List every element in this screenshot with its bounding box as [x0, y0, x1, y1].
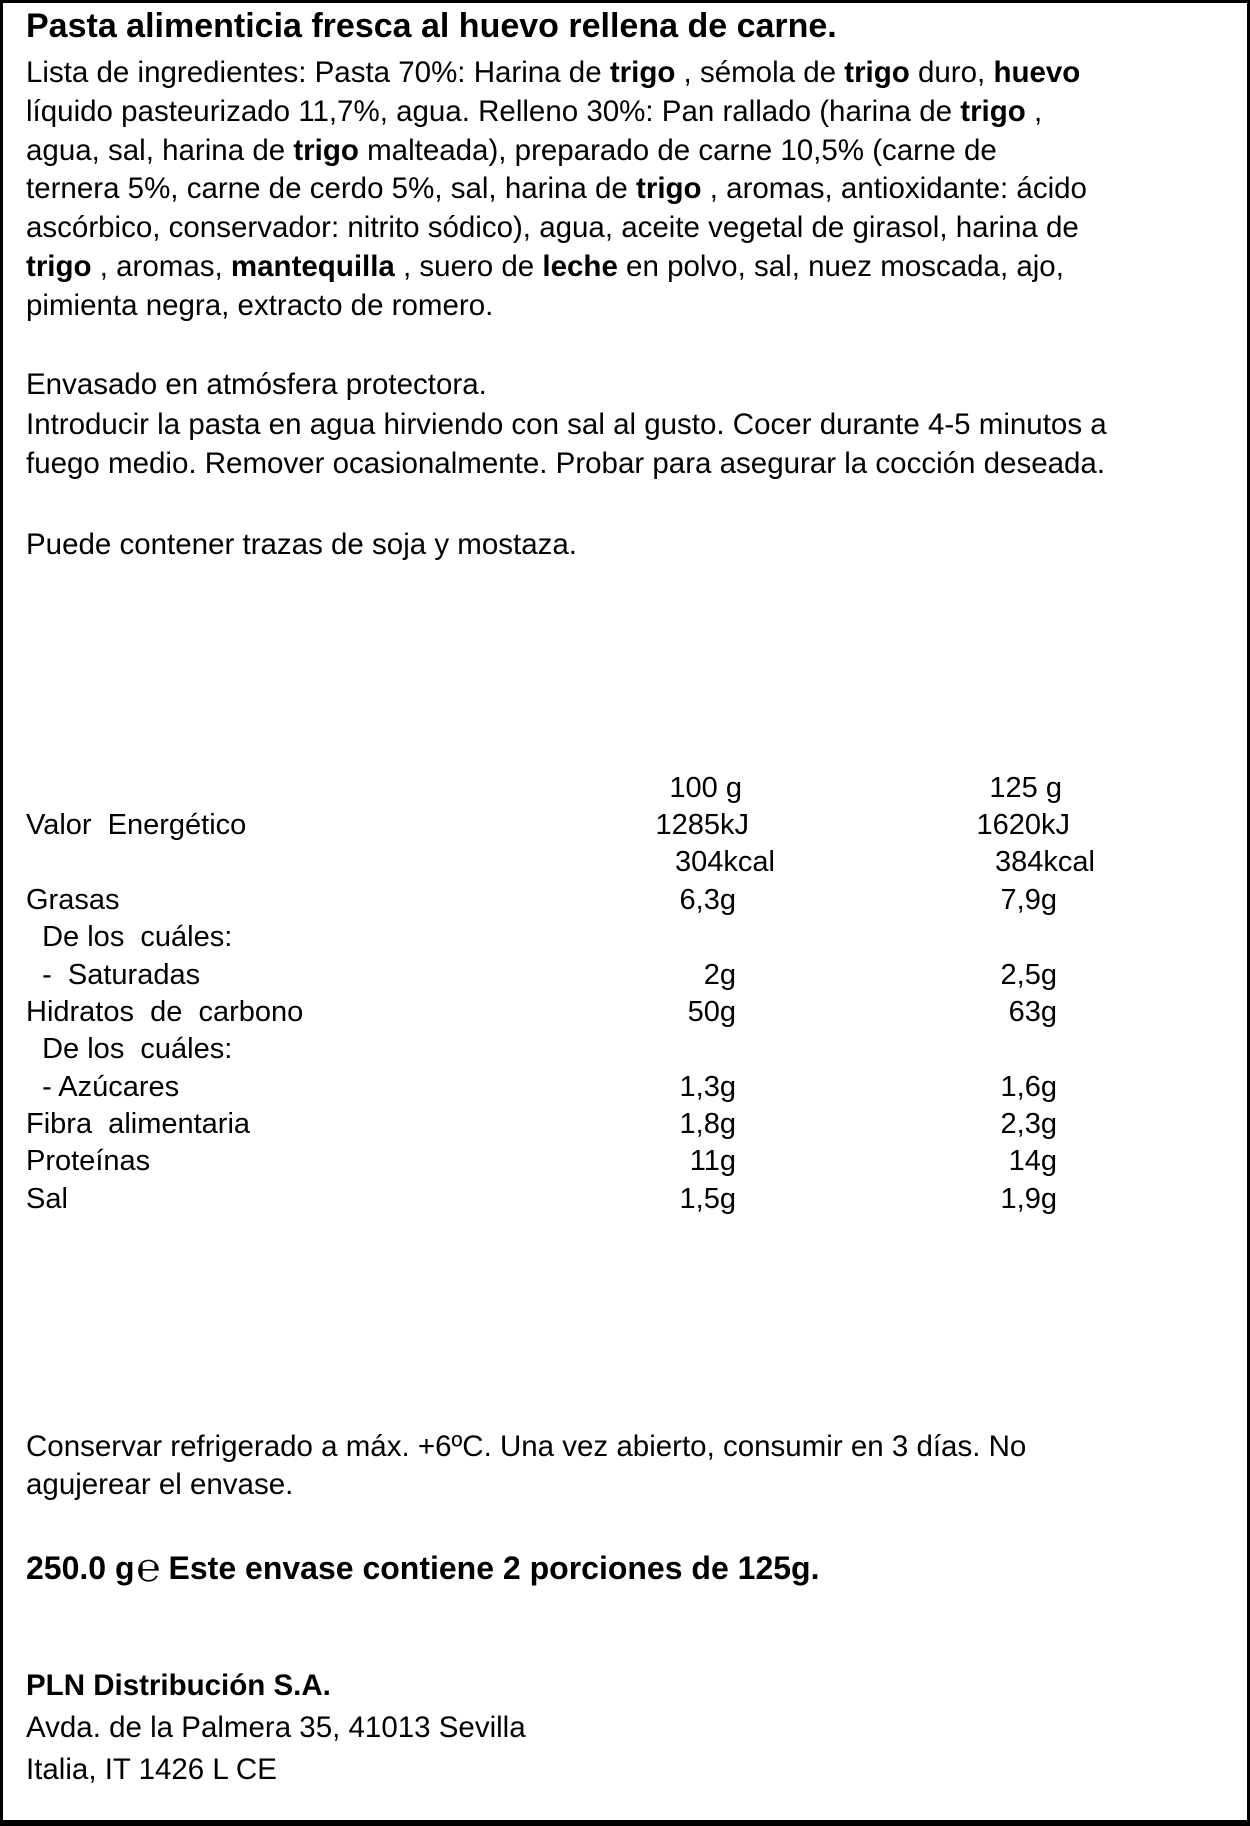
ingredients-line: ascórbico, conservador: nitrito sódico),… [26, 208, 1079, 247]
storage-line-2: agujerear el envase. [26, 1468, 294, 1501]
allergen-highlight: mantequilla [230, 250, 395, 283]
value-per-100g: 1,5g [679, 1183, 736, 1215]
nutrition-row: De los cuáles: [0, 1030, 1250, 1068]
nutrition-row: Valor Energético 1285kJ 1620kJ [0, 806, 1250, 844]
nutrient-label: Hidratos de carbono [26, 996, 304, 1028]
nutrition-row: Fibra alimentaria 1,8g 2,3g [0, 1105, 1250, 1143]
nutrient-label: De los cuáles: [26, 1033, 233, 1065]
ingredient-text: ascórbico, conservador: nitrito sódico),… [26, 211, 1079, 245]
allergens-note: Puede contener trazas de soja y mostaza. [26, 528, 577, 561]
nutrition-row: Hidratos de carbono 50g 63g [0, 993, 1250, 1031]
ingredient-text: duro, [909, 56, 994, 89]
ingredient-text: , suero de [394, 250, 543, 283]
ingredient-text: malteada), preparado de carne 10,5% (car… [358, 133, 997, 167]
value-per-100g: 304kcal [675, 846, 775, 878]
value-per-125g: 7,9g [1000, 884, 1057, 916]
instructions-line-2: fuego medio. Remover ocasionalmente. Pro… [26, 447, 1106, 480]
estimated-sign-icon: ℮ [136, 1546, 161, 1590]
header-100g: 100 g [669, 772, 742, 804]
value-per-125g: 14g [1008, 1145, 1057, 1177]
value-per-125g: 2,3g [1000, 1108, 1057, 1140]
nutrition-row: 304kcal 384kcal [0, 843, 1250, 881]
value-per-125g: 63g [1008, 996, 1057, 1028]
ingredients-line: agua, sal, harina de trigo malteada), pr… [26, 131, 997, 170]
company-address: Avda. de la Palmera 35, 41013 Sevilla [26, 1711, 526, 1744]
nutrient-label: Sal [26, 1183, 68, 1215]
nutrition-row: Grasas 6,3g 7,9g [0, 881, 1250, 919]
product-title: Pasta alimenticia fresca al huevo rellen… [26, 7, 837, 45]
ingredient-text: , sémola de [675, 56, 845, 89]
ingredient-text: ternera 5%, carne de cerdo 5%, sal, hari… [26, 172, 637, 206]
nutrition-header-row: 100 g 125 g [0, 769, 1250, 807]
value-per-125g: 2,5g [1000, 959, 1057, 991]
ingredient-text: líquido pasteurizado 11,7%, agua. Rellen… [26, 94, 961, 128]
ingredient-text: Lista de ingredientes: Pasta 70%: Harina… [26, 56, 610, 89]
nutrient-label: Grasas [26, 884, 120, 916]
value-per-125g: 384kcal [995, 846, 1095, 878]
ingredient-text: agua, sal, harina de [26, 133, 294, 167]
nutrient-label: Fibra alimentaria [26, 1108, 251, 1140]
nutrient-label: Proteínas [26, 1145, 151, 1177]
ingredient-text: , aromas, antioxidante: ácido [701, 172, 1087, 206]
nutrition-row: - Azúcares 1,3g 1,6g [0, 1068, 1250, 1106]
allergen-highlight: trigo [636, 172, 702, 206]
ingredients-line: Lista de ingredientes: Pasta 70%: Harina… [26, 53, 1080, 92]
allergen-highlight: trigo [609, 56, 676, 89]
nutrient-label: - Saturadas [26, 959, 201, 991]
net-weight: 250.0 g [26, 1550, 135, 1586]
ingredients-line: pimienta negra, extracto de romero. [26, 286, 493, 325]
nutrient-label: Valor Energético [26, 809, 247, 841]
packaging-note: Envasado en atmósfera protectora. [26, 368, 487, 401]
value-per-100g: 50g [687, 996, 736, 1028]
header-125g: 125 g [989, 772, 1062, 804]
ingredients-line: ternera 5%, carne de cerdo 5%, sal, hari… [26, 169, 1087, 208]
value-per-125g: 1,6g [1000, 1071, 1057, 1103]
ingredient-text: , [1025, 94, 1043, 128]
ingredient-text: en polvo, sal, nuez moscada, ajo, [617, 250, 1064, 283]
value-per-100g: 1,8g [679, 1108, 736, 1140]
instructions-line-1: Introducir la pasta en agua hirviendo co… [26, 408, 1107, 441]
company-origin: Italia, IT 1426 L CE [26, 1753, 277, 1786]
allergen-highlight: trigo [844, 56, 910, 89]
allergen-highlight: trigo [960, 94, 1026, 128]
allergen-highlight: leche [542, 250, 618, 283]
value-per-100g: 1,3g [679, 1071, 736, 1103]
nutrient-label: De los cuáles: [26, 921, 233, 953]
value-per-100g: 2g [703, 959, 736, 991]
value-per-125g: 1620kJ [976, 809, 1070, 841]
ingredients-line: trigo , aromas, mantequilla , suero de l… [26, 247, 1064, 286]
value-per-125g: 1,9g [1000, 1183, 1057, 1215]
value-per-100g: 11g [689, 1145, 736, 1177]
company-name: PLN Distribución S.A. [26, 1669, 331, 1702]
nutrition-row: Proteínas 11g 14g [0, 1142, 1250, 1180]
net-weight-line: 250.0 g℮ Este envase contiene 2 porciones… [26, 1547, 819, 1589]
ingredient-text: , aromas, [91, 250, 231, 283]
nutrition-row: Sal 1,5g 1,9g [0, 1180, 1250, 1218]
allergen-highlight: trigo [293, 133, 359, 167]
allergen-highlight: huevo [993, 56, 1081, 89]
nutrient-label: - Azúcares [26, 1071, 180, 1103]
allergen-highlight: trigo [26, 250, 92, 283]
ingredient-text: pimienta negra, extracto de romero. [26, 288, 494, 322]
portions-note: Este envase contiene 2 porciones de 125g… [168, 1550, 820, 1586]
ingredients-line: líquido pasteurizado 11,7%, agua. Rellen… [26, 92, 1042, 131]
nutrition-row: De los cuáles: [0, 918, 1250, 956]
value-per-100g: 6,3g [679, 884, 736, 916]
storage-line-1: Conservar refrigerado a máx. +6ºC. Una v… [26, 1430, 1027, 1463]
nutrition-row: - Saturadas 2g 2,5g [0, 956, 1250, 994]
value-per-100g: 1285kJ [655, 809, 749, 841]
